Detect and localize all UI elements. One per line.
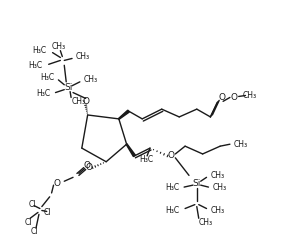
Text: CH₃: CH₃ [72,97,86,106]
Text: O: O [85,163,92,172]
Text: O: O [82,97,89,106]
Text: Cl: Cl [24,218,32,227]
Text: CH₃: CH₃ [210,171,225,180]
Text: O: O [230,93,237,102]
Text: CH₃: CH₃ [76,52,90,61]
Polygon shape [126,144,135,156]
Text: CH₃: CH₃ [242,91,256,100]
Text: O: O [54,179,61,188]
Text: Si: Si [193,179,201,188]
Text: H₃C: H₃C [139,155,153,164]
Text: CH₃: CH₃ [199,218,213,227]
Text: CH₃: CH₃ [234,140,248,149]
Text: H₃C: H₃C [40,73,54,82]
Text: CH₃: CH₃ [84,75,98,84]
Text: Si: Si [64,83,72,92]
Text: Cl: Cl [28,200,36,209]
Text: CH₃: CH₃ [213,183,226,192]
Text: CH₃: CH₃ [210,206,225,215]
Text: H₃C: H₃C [165,206,179,215]
Text: Cl: Cl [44,208,51,217]
Text: H₃C: H₃C [29,61,43,70]
Text: H₃C: H₃C [36,89,51,98]
Text: H₃C: H₃C [33,46,47,55]
Text: H₃C: H₃C [165,183,179,192]
Text: Cl: Cl [30,228,38,236]
Text: CH₃: CH₃ [51,42,66,51]
Text: O: O [83,161,90,170]
Text: O: O [219,93,226,102]
Text: O: O [168,152,175,160]
Polygon shape [119,110,129,119]
